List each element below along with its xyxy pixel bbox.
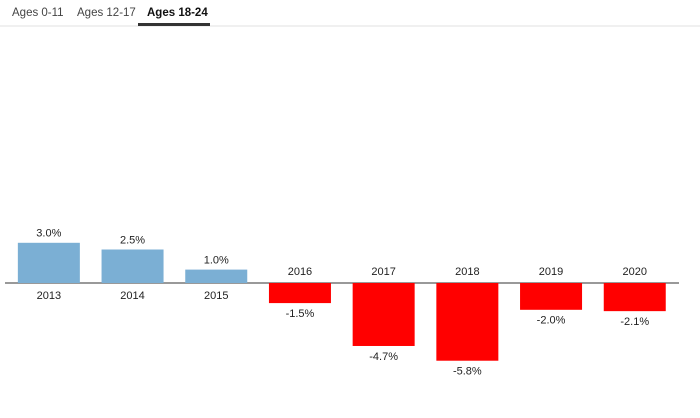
bar — [185, 269, 248, 283]
value-label: -2.0% — [537, 315, 566, 327]
bar — [268, 283, 331, 304]
bar — [603, 283, 666, 312]
bar — [17, 242, 80, 283]
bar — [101, 249, 164, 283]
category-label: 2017 — [371, 266, 395, 278]
value-label: -1.5% — [286, 308, 315, 320]
tab[interactable]: Ages 12-17 — [77, 7, 136, 19]
value-label: -4.7% — [369, 351, 398, 363]
value-label: -2.1% — [620, 316, 649, 328]
bar — [352, 283, 415, 346]
tab[interactable]: Ages 0-11 — [12, 7, 64, 19]
value-label: -5.8% — [453, 366, 482, 378]
value-label: 3.0% — [36, 228, 61, 240]
value-label: 2.5% — [120, 234, 145, 246]
category-label: 2019 — [539, 266, 563, 278]
category-label: 2018 — [455, 266, 479, 278]
category-label: 2020 — [623, 266, 647, 278]
bar — [436, 283, 499, 361]
category-label: 2015 — [204, 290, 228, 302]
tab-underline — [138, 23, 210, 26]
value-label: 1.0% — [204, 255, 229, 267]
category-label: 2014 — [120, 290, 144, 302]
category-label: 2013 — [37, 290, 61, 302]
category-label: 2016 — [288, 266, 312, 278]
bar — [520, 283, 583, 310]
tab[interactable]: Ages 18-24 — [147, 7, 208, 19]
